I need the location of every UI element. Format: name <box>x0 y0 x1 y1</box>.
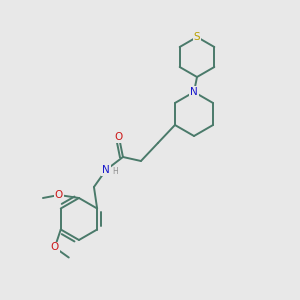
Text: O: O <box>51 242 59 253</box>
Text: N: N <box>102 165 110 175</box>
Text: O: O <box>55 190 63 200</box>
Text: O: O <box>115 132 123 142</box>
Text: S: S <box>194 32 200 42</box>
Text: H: H <box>112 167 118 176</box>
Text: N: N <box>190 87 198 97</box>
